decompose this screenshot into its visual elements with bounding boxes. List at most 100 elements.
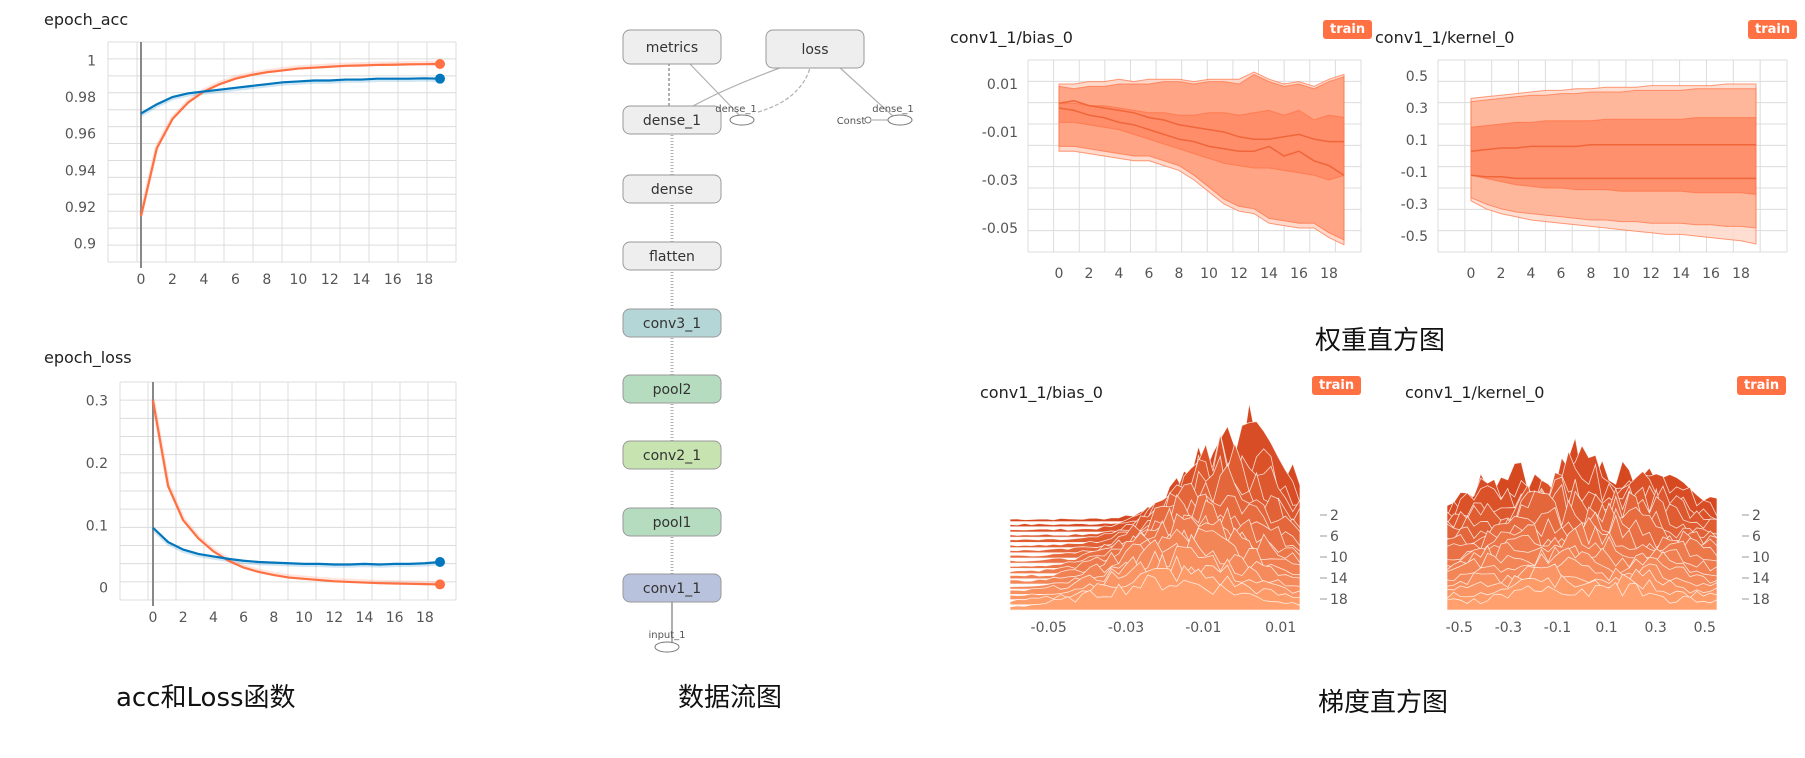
x-tick-label: 0.3	[1645, 620, 1667, 636]
x-tick-label: 12	[321, 272, 339, 288]
x-tick-label: 18	[1732, 266, 1750, 282]
y-tick-label: 0.98	[65, 90, 96, 106]
x-tick-label: 2	[179, 610, 188, 626]
y-tick-label: 0.94	[65, 163, 96, 179]
series-shadow	[151, 527, 441, 568]
graph-input-node	[654, 641, 680, 653]
x-tick-label: -0.01	[1185, 620, 1221, 636]
x-tick-label: 8	[262, 272, 271, 288]
x-tick-label: 8	[269, 610, 278, 626]
graph-edge	[757, 67, 811, 113]
step-tick-label: 10	[1752, 550, 1770, 566]
y-tick-label: -0.3	[1401, 197, 1428, 213]
loss-title: epoch_loss	[44, 348, 132, 367]
series-line	[151, 400, 441, 586]
step-tick-label: 2	[1330, 508, 1339, 524]
x-tick-label: 0	[137, 272, 146, 288]
bias-hist-title: conv1_1/bias_0	[980, 383, 1103, 402]
series-line	[152, 526, 441, 566]
series-line	[139, 62, 441, 217]
x-tick-label: 10	[295, 610, 313, 626]
x-tick-label: 14	[352, 272, 370, 288]
bias-dist-title: conv1_1/bias_0	[950, 28, 1073, 47]
graph-small-label: Const	[837, 116, 866, 127]
series-shadow	[139, 60, 441, 216]
x-tick-label: 4	[199, 272, 208, 288]
kernel-dist-title: conv1_1/kernel_0	[1375, 28, 1515, 47]
graph-node-flatten	[622, 241, 722, 271]
x-tick-label: 6	[1145, 266, 1154, 282]
graph-node-label: pool1	[653, 515, 692, 531]
kernel-hist-title: conv1_1/kernel_0	[1405, 383, 1545, 402]
y-tick-label: -0.03	[982, 173, 1018, 189]
y-tick-label: 0.92	[65, 200, 96, 216]
x-tick-label: 10	[289, 272, 307, 288]
graph-node-conv2-1	[622, 440, 722, 470]
step-tick-label: 14	[1330, 571, 1348, 587]
y-tick-label: 0.1	[1406, 133, 1428, 149]
step-tick-label: 14	[1752, 571, 1770, 587]
graph-node-label: flatten	[649, 249, 695, 265]
y-tick-label: -0.05	[982, 221, 1018, 237]
x-tick-label: -0.1	[1544, 620, 1571, 636]
x-tick-label: -0.3	[1495, 620, 1522, 636]
series-line	[140, 77, 441, 115]
x-tick-label: 0	[149, 610, 158, 626]
y-tick-label: -0.01	[982, 125, 1018, 141]
caption-grads: 梯度直方图	[1318, 688, 1449, 718]
y-tick-label: 0.01	[987, 77, 1018, 93]
train-badge: train	[1737, 376, 1787, 395]
x-tick-label: 8	[1175, 266, 1184, 282]
graph-node-label: metrics	[646, 40, 698, 56]
acc-title: epoch_acc	[44, 10, 129, 29]
series-shadow	[139, 77, 441, 117]
y-tick-label: 0.2	[86, 456, 108, 472]
x-tick-label: 4	[1527, 266, 1536, 282]
train-badge: train	[1312, 376, 1362, 395]
series-endpoint	[435, 557, 445, 568]
graph-small-label: dense_1	[715, 104, 757, 115]
series-endpoint	[435, 73, 445, 84]
hist-slice	[1009, 574, 1301, 611]
graph-node-label: conv1_1	[643, 581, 701, 597]
x-tick-label: 0	[1055, 266, 1064, 282]
y-tick-label: 0.1	[86, 518, 108, 534]
step-tick-label: 18	[1752, 592, 1770, 608]
graph-small-label: input_1	[648, 630, 685, 641]
x-tick-label: 2	[1497, 266, 1506, 282]
x-tick-label: 4	[1115, 266, 1124, 282]
graph-node-label: conv3_1	[643, 316, 701, 332]
step-tick-label: 6	[1330, 529, 1339, 545]
caption-scalars: acc和Loss函数	[116, 683, 296, 713]
graph-node-pool1	[622, 507, 722, 537]
y-tick-label: 0.96	[65, 127, 96, 143]
caption-graph: 数据流图	[678, 683, 783, 713]
caption-weights: 权重直方图	[1315, 326, 1446, 356]
graph-edge	[689, 63, 743, 119]
hist-slice	[1446, 581, 1718, 611]
x-tick-label: 16	[1702, 266, 1720, 282]
x-tick-label: 6	[1557, 266, 1566, 282]
graph-edge	[837, 65, 896, 119]
graph-node-metrics	[622, 29, 722, 65]
x-tick-label: -0.03	[1108, 620, 1144, 636]
graph-node-loss	[765, 29, 865, 69]
x-tick-label: 18	[416, 610, 434, 626]
x-tick-label: 14	[1260, 266, 1278, 282]
graph-node-label: dense	[651, 182, 693, 198]
graph-node-pool2	[622, 374, 722, 404]
graph-const-node	[729, 114, 755, 126]
graph-node-label: loss	[801, 42, 828, 58]
x-tick-label: 0.1	[1595, 620, 1617, 636]
x-tick-label: 18	[1320, 266, 1338, 282]
graph-node-dense-1	[622, 105, 722, 135]
x-tick-label: 16	[1290, 266, 1308, 282]
x-tick-label: 10	[1612, 266, 1630, 282]
series-endpoint	[435, 59, 445, 69]
distribution-line	[1470, 174, 1756, 180]
x-tick-label: 12	[1230, 266, 1248, 282]
distribution-band	[1470, 117, 1757, 195]
distribution-line	[1470, 144, 1756, 152]
graph-node-dense	[622, 174, 722, 204]
